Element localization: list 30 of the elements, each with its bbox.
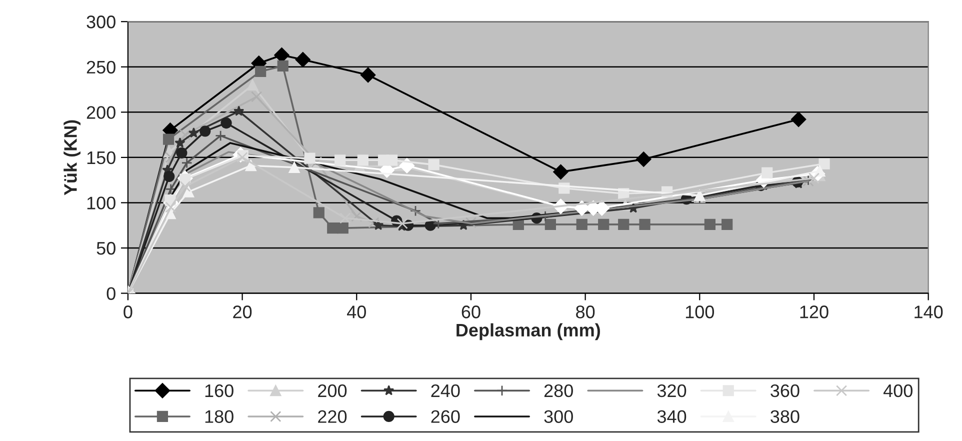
x-tick-label: 60	[462, 306, 480, 318]
y-tick-label: 200	[86, 106, 116, 119]
legend-label: 260	[431, 410, 460, 423]
x-tick-label: 20	[233, 306, 252, 318]
y-tick-label: 50	[96, 242, 116, 255]
legend-label: 240	[431, 384, 460, 398]
y-tick-label: 0	[106, 287, 116, 300]
legend-label: 380	[770, 410, 800, 423]
x-tick-label: 40	[347, 306, 366, 318]
x-tick-label: 100	[686, 306, 714, 318]
y-tick-label: 100	[87, 196, 116, 210]
legend-label: 400	[883, 384, 912, 398]
legend-label: 320	[657, 384, 686, 398]
x-tick-label: 0	[124, 306, 132, 318]
legend-label: 220	[318, 410, 347, 423]
legend-label: 160	[205, 384, 234, 398]
x-tick-label: 120	[800, 306, 828, 318]
x-axis-title: Deplasman (mm)	[456, 323, 600, 340]
legend-label: 180	[205, 410, 234, 423]
y-tick-label: 300	[86, 16, 116, 28]
y-tick-label: 250	[86, 60, 116, 74]
y-axis-title: Yük (KN)	[64, 120, 80, 196]
x-tick-label: 80	[576, 306, 595, 318]
legend-label: 200	[318, 384, 347, 398]
text: 340	[657, 410, 686, 423]
legend-label: 360	[770, 384, 800, 398]
legend-label: 280	[544, 384, 573, 398]
y-tick-label: 150	[87, 151, 116, 164]
legend-label: 300	[544, 410, 573, 423]
x-tick-label: 140	[914, 306, 943, 318]
